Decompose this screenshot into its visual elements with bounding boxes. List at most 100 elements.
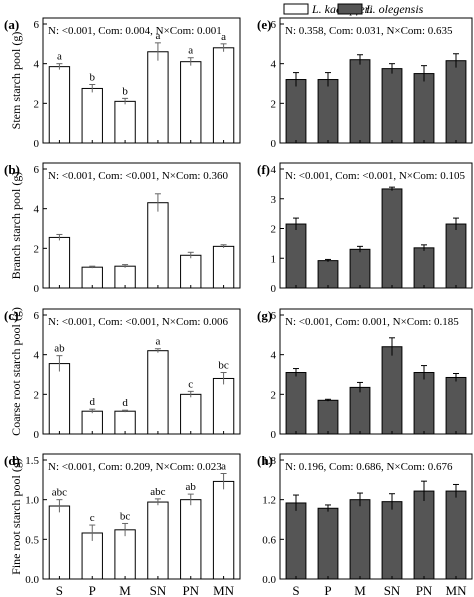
chart-panel: (c) N: <0.001, Com: <0.001, N×Com: 0.006 0…: [4, 307, 241, 441]
y-tick-label: 1.8: [262, 455, 276, 467]
y-tick-label: 1: [271, 253, 277, 265]
significance-letter: ab: [186, 481, 197, 493]
y-tick-label: 6: [271, 19, 277, 31]
panel-letter: (b): [4, 162, 20, 177]
bar: [147, 501, 169, 580]
x-tick-label: M: [354, 583, 366, 597]
bar: [445, 490, 467, 580]
bar: [147, 202, 169, 289]
significance-letter: abc: [150, 486, 165, 498]
chart-panel: (d) N: <0.001, Com: 0.209, N×Com: 0.023 0.…: [4, 453, 241, 597]
bar: [381, 501, 403, 580]
significance-letter: c: [90, 512, 95, 524]
x-tick-label: P: [89, 583, 96, 597]
bar: [114, 265, 136, 289]
y-tick-label: 4: [34, 59, 40, 71]
y-tick-label: 2: [271, 389, 277, 401]
bar: [349, 499, 371, 580]
bar: [114, 529, 136, 580]
bar: [212, 245, 235, 289]
bar: [445, 60, 467, 144]
bar: [349, 59, 371, 144]
plot-frame: [42, 308, 241, 435]
x-tick-label: SN: [150, 583, 167, 597]
legend-entry: L. olegensis: [337, 2, 424, 16]
bar: [114, 100, 136, 144]
bar: [48, 505, 71, 580]
bar: [413, 372, 435, 435]
chart-panel: (g) N: <0.001, Com: 0.001, N×Com: 0.185 0 2…: [257, 308, 473, 441]
y-tick-label: 4: [34, 350, 40, 362]
stats-annotation: N: <0.001, Com: 0.004, N×Com: 0.001: [48, 25, 222, 37]
bar: [212, 377, 235, 435]
significance-letter: bc: [218, 360, 229, 372]
bar: [285, 372, 307, 435]
plot-frame: [42, 162, 241, 289]
significance-letter: bc: [120, 510, 131, 522]
significance-letter: d: [90, 396, 96, 408]
y-tick-label: 0: [271, 138, 277, 150]
x-tick-label: MN: [446, 583, 468, 597]
panel-letter: (a): [4, 17, 19, 32]
y-tick-label: 0: [271, 429, 277, 441]
y-tick-label: 4: [271, 59, 277, 71]
significance-letter: a: [57, 51, 62, 63]
panel-letter: (d): [4, 453, 20, 468]
bar: [413, 73, 435, 144]
y-tick-label: 1.2: [262, 495, 276, 507]
y-axis-label: Stem starch pool (g): [9, 32, 23, 130]
significance-letter: a: [155, 30, 160, 42]
panels: (a) N: <0.001, Com: 0.004, N×Com: 0.001 0 2…: [4, 17, 473, 597]
stats-annotation: N: <0.001, Com: 0.209, N×Com: 0.023: [48, 461, 222, 473]
chart-panel: (a) N: <0.001, Com: 0.004, N×Com: 0.001 0 2…: [4, 17, 241, 150]
plot-frame: [279, 308, 473, 435]
bar: [180, 61, 202, 144]
bar: [413, 490, 435, 580]
plot-frame: [279, 17, 473, 144]
bar: [114, 410, 136, 435]
y-tick-label: 6: [34, 164, 40, 176]
y-tick-label: 6: [271, 310, 277, 322]
stats-annotation: N: <0.001, Com: <0.001, N×Com: 0.105: [285, 170, 465, 182]
stats-annotation: N: 0.358, Com: 0.031, N×Com: 0.635: [285, 25, 453, 37]
chart-panel: (f) N: <0.001, Com: <0.001, N×Com: 0.105 0…: [257, 162, 473, 295]
y-tick-label: 2: [271, 224, 277, 236]
bar: [180, 393, 202, 435]
stats-annotation: N: <0.001, Com: <0.001, N×Com: 0.360: [48, 170, 228, 182]
plot-frame: [279, 162, 473, 289]
bar: [212, 47, 235, 144]
x-tick-label: SN: [384, 583, 401, 597]
bar: [81, 87, 103, 144]
x-tick-label: S: [56, 583, 63, 597]
plot-frame: [42, 453, 241, 580]
y-tick-label: 0.0: [25, 574, 39, 586]
panel-letter: (f): [257, 162, 270, 177]
bar: [381, 346, 403, 435]
y-tick-label: 1.0: [25, 495, 39, 507]
y-tick-label: 3: [271, 194, 277, 206]
bar: [147, 51, 169, 144]
significance-letter: d: [122, 397, 128, 409]
y-axis-label: Coarse root starch pool (g): [9, 307, 23, 436]
panel-letter: (c): [4, 308, 18, 323]
bar: [317, 507, 339, 580]
y-tick-label: 6: [34, 310, 40, 322]
significance-letter: ab: [54, 343, 65, 355]
stats-annotation: N: <0.001, Com: <0.001, N×Com: 0.006: [48, 316, 228, 328]
significance-letter: a: [221, 31, 226, 43]
chart-panel: (b) N: <0.001, Com: <0.001, N×Com: 0.360 0…: [4, 162, 241, 295]
x-tick-label: PN: [182, 583, 199, 597]
y-tick-label: 2: [34, 243, 40, 255]
panel-letter: (e): [257, 17, 271, 32]
bar: [285, 502, 307, 580]
legend-swatch: [337, 3, 363, 15]
plot-frame: [279, 453, 473, 580]
plot-frame: [42, 17, 241, 144]
y-axis-label: Fine root starch pool (g): [9, 458, 23, 575]
chart-panel: (e) N: 0.358, Com: 0.031, N×Com: 0.635 0 2 4…: [257, 17, 473, 150]
bar: [147, 350, 169, 435]
legend-label: L. olegensis: [365, 2, 424, 16]
y-tick-label: 4: [271, 164, 277, 176]
significance-letter: c: [188, 378, 193, 390]
bar: [212, 480, 235, 580]
